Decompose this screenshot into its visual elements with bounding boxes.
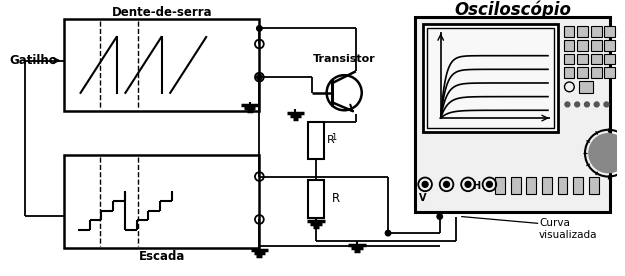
Bar (427, 28, 554, 128)
Circle shape (257, 75, 262, 80)
Bar (558, 177, 568, 194)
Circle shape (444, 181, 449, 187)
Bar (577, 26, 588, 37)
Circle shape (584, 102, 589, 107)
Bar (573, 177, 583, 194)
Bar (604, 40, 615, 51)
Text: Escada: Escada (139, 250, 185, 263)
Bar (604, 54, 615, 65)
Bar (577, 40, 588, 51)
Text: Gatilho: Gatilho (10, 54, 58, 67)
Circle shape (575, 102, 579, 107)
Circle shape (604, 102, 609, 107)
Bar (308, 122, 324, 159)
Bar (423, 25, 558, 132)
Bar (564, 67, 574, 78)
Circle shape (486, 181, 492, 187)
Bar (604, 26, 615, 37)
Bar (579, 81, 592, 93)
Text: R: R (327, 136, 334, 145)
Bar (564, 40, 574, 51)
Bar (495, 177, 505, 194)
Bar (577, 67, 588, 78)
Circle shape (465, 181, 471, 187)
Bar (64, 19, 259, 111)
Bar (526, 177, 536, 194)
Circle shape (257, 26, 262, 31)
Bar (564, 26, 574, 37)
Bar (542, 177, 552, 194)
Bar (64, 155, 259, 248)
Text: H: H (472, 181, 480, 191)
Text: R: R (331, 192, 339, 206)
Circle shape (589, 134, 625, 173)
Bar (308, 181, 324, 217)
Bar (564, 54, 574, 65)
Bar (604, 67, 615, 78)
Bar (511, 177, 521, 194)
Text: Dente-de-serra: Dente-de-serra (112, 6, 212, 19)
Text: Osciloscópio: Osciloscópio (454, 1, 571, 19)
Bar (591, 67, 601, 78)
Circle shape (437, 214, 442, 219)
Text: 1: 1 (331, 133, 337, 142)
Circle shape (386, 230, 391, 236)
Bar (577, 54, 588, 65)
Text: Transistor: Transistor (312, 54, 376, 63)
Circle shape (422, 181, 428, 187)
Bar (416, 17, 611, 212)
Bar (589, 177, 599, 194)
Circle shape (594, 102, 599, 107)
Bar (591, 26, 601, 37)
Bar (591, 40, 601, 51)
Bar (591, 54, 601, 65)
Text: Curva
visualizada: Curva visualizada (539, 218, 598, 240)
Text: V: V (419, 193, 427, 203)
Circle shape (565, 102, 570, 107)
